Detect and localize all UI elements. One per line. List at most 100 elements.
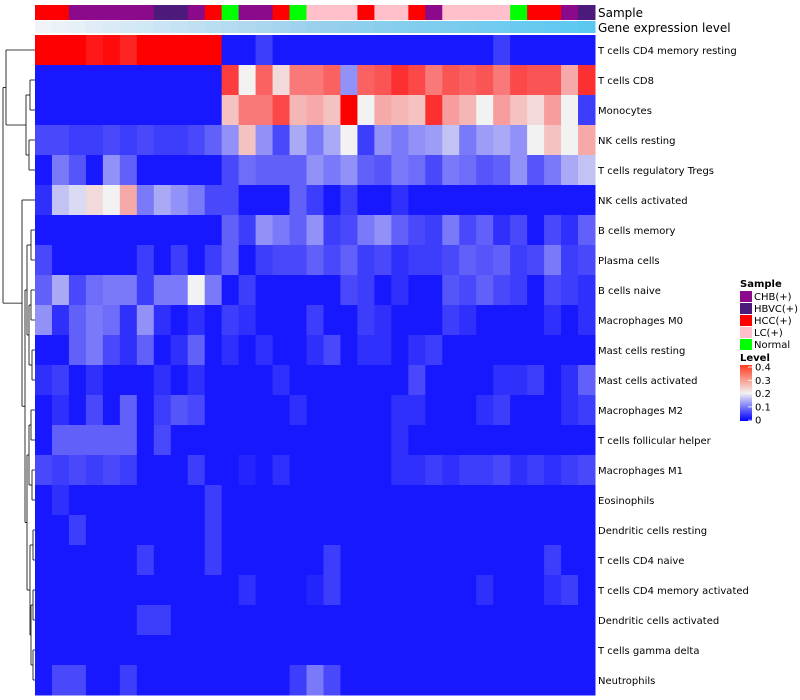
heatmap-cell [374,185,392,216]
heatmap-cell [238,215,257,246]
heatmap-cell [204,515,223,546]
heatmap-cell [119,425,138,456]
row-label: Eosinophils [598,496,654,507]
heatmap-cell [408,515,426,546]
heatmap-cell [493,605,511,636]
gene-expression-annotation-cell [255,21,274,33]
heatmap-cell [221,185,240,216]
heatmap-cell [323,545,341,576]
heatmap-cell [561,635,579,666]
heatmap-cell [323,245,341,276]
heatmap-cell [578,305,596,336]
heatmap-cell [170,35,189,66]
sample-annotation-cell [357,5,375,20]
heatmap-cell [306,185,324,216]
heatmap-cell [578,455,596,486]
sample-annotation-cell [306,5,324,20]
heatmap-cell [289,575,308,606]
heatmap-cell [102,395,121,426]
heatmap-cell [442,515,460,546]
heatmap-cell [204,455,223,486]
heatmap-cell [153,245,172,276]
heatmap-cell [102,125,121,156]
heatmap-cell [35,125,53,156]
sample-annotation-cell [68,5,87,20]
gene-expression-annotation-cell [357,21,375,33]
heatmap-cell [510,245,528,276]
heatmap-cell [51,515,70,546]
heatmap-cell [153,125,172,156]
heatmap-cell [170,425,189,456]
heatmap-cell [255,35,274,66]
heatmap-cell [510,185,528,216]
heatmap-cell [51,155,70,186]
sample-annotation-cell [578,5,596,20]
heatmap-cell [425,575,443,606]
heatmap-cell [544,95,562,126]
heatmap-cell [493,275,511,306]
heatmap-cell [561,125,579,156]
heatmap-cell [221,515,240,546]
heatmap-cell [187,575,206,606]
heatmap-cell [204,365,223,396]
heatmap-cell [493,575,511,606]
heatmap-cell [408,185,426,216]
heatmap-cell [561,185,579,216]
heatmap-cell [561,305,579,336]
heatmap-cell [289,35,308,66]
heatmap-cell [323,215,341,246]
heatmap-cell [391,155,409,186]
heatmap-cell [187,185,206,216]
sample-annotation-cell [136,5,155,20]
heatmap-cell [493,335,511,366]
level-tick-label: 0.3 [755,376,771,387]
heatmap-cell [238,125,257,156]
heatmap-cell [136,155,155,186]
heatmap-cell [170,365,189,396]
heatmap-cell [459,245,477,276]
heatmap-cell [204,185,223,216]
sample-legend-label: CHB(+) [754,292,792,303]
heatmap-cell [357,485,375,516]
heatmap-cell [374,665,392,696]
gene-expression-annotation-cell [544,21,562,33]
heatmap-cell [578,215,596,246]
heatmap-cell [119,305,138,336]
heatmap-cell [357,35,375,66]
heatmap-cell [391,485,409,516]
heatmap-cell [476,575,494,606]
sample-annotation-cell [170,5,189,20]
heatmap-cell [119,455,138,486]
heatmap-cell [85,245,104,276]
heatmap-cell [289,485,308,516]
row-label: B cells memory [598,226,675,237]
heatmap-cell [170,185,189,216]
heatmap-cell [255,365,274,396]
heatmap-cell [255,545,274,576]
heatmap-cell [510,365,528,396]
gene-expression-annotation-cell [272,21,291,33]
heatmap-cell [102,455,121,486]
heatmap-cell [357,425,375,456]
heatmap-cell [425,65,443,96]
heatmap-cell [272,125,291,156]
level-tick-label: 0 [755,416,761,427]
heatmap-cell [238,425,257,456]
heatmap-cell [357,455,375,486]
heatmap-cell [459,125,477,156]
heatmap-cell [136,515,155,546]
heatmap-cell [102,665,121,696]
heatmap-cell [238,545,257,576]
heatmap-cell [544,365,562,396]
heatmap-cell [476,335,494,366]
heatmap-cell [153,545,172,576]
heatmap-cell [340,125,358,156]
heatmap-cell [340,665,358,696]
heatmap-cell [578,395,596,426]
heatmap-cell [510,515,528,546]
heatmap-cell [306,335,324,366]
heatmap-cell [136,665,155,696]
heatmap-cell [510,35,528,66]
row-label: Mast cells resting [598,346,685,357]
heatmap-cell [119,125,138,156]
